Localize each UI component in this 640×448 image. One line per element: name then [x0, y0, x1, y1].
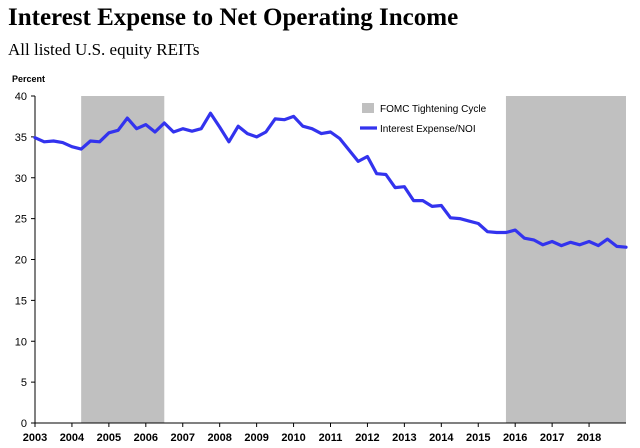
data-point: [135, 127, 138, 130]
data-point: [154, 131, 156, 133]
data-point: [523, 237, 526, 239]
fomc-band-1: [81, 96, 165, 423]
x-tick-label: 2018: [577, 432, 601, 444]
data-point: [375, 172, 378, 175]
data-point: [329, 131, 332, 133]
data-point: [209, 112, 212, 114]
data-point: [588, 240, 590, 243]
data-point: [560, 244, 563, 247]
data-point: [569, 241, 572, 244]
data-point: [514, 229, 516, 231]
data-point: [431, 205, 433, 208]
data-point: [61, 141, 64, 144]
x-tick-label: 2015: [466, 432, 490, 444]
data-point: [403, 185, 406, 188]
data-point: [412, 199, 415, 202]
data-point: [34, 136, 36, 139]
data-point: [52, 140, 55, 142]
y-tick-label: 20: [15, 255, 27, 267]
data-point: [172, 131, 175, 133]
data-point: [43, 141, 45, 143]
y-tick-label: 15: [15, 295, 27, 307]
y-tick-label: 5: [21, 377, 27, 389]
data-point: [477, 222, 480, 225]
chart-subtitle: All listed U.S. equity REITs: [8, 40, 200, 59]
data-point: [486, 230, 489, 233]
data-point: [108, 132, 110, 134]
data-point: [292, 115, 295, 118]
legend-label-fomc: FOMC Tightening Cycle: [380, 104, 487, 115]
data-point: [237, 125, 239, 127]
y-tick-label: 0: [21, 418, 27, 430]
x-tick-label: 2012: [355, 432, 379, 444]
x-tick-label: 2016: [503, 432, 527, 444]
data-point: [616, 245, 618, 248]
data-point: [71, 145, 73, 148]
y-tick-label: 10: [15, 336, 27, 348]
data-point: [495, 231, 498, 234]
data-point: [89, 140, 92, 142]
data-point: [422, 199, 424, 202]
data-point: [117, 129, 119, 132]
data-point: [191, 130, 193, 132]
data-point: [98, 141, 101, 143]
data-point: [255, 136, 258, 138]
data-point: [320, 132, 323, 135]
data-point: [302, 125, 304, 127]
data-point: [440, 204, 443, 207]
data-point: [338, 137, 341, 140]
fomc-band-2: [505, 96, 626, 423]
x-tick-label: 2014: [429, 432, 454, 444]
data-point: [200, 127, 202, 130]
chart-title: Interest Expense to Net Operating Income: [8, 4, 459, 31]
y-tick-label: 35: [15, 132, 27, 144]
x-tick-label: 2010: [281, 432, 305, 444]
y-tick-label: 25: [15, 214, 27, 226]
data-point: [246, 132, 249, 135]
x-tick-label: 2006: [134, 432, 158, 444]
data-point: [145, 123, 147, 126]
data-point: [532, 239, 535, 241]
data-point: [182, 127, 184, 130]
x-tick-label: 2013: [392, 432, 416, 444]
y-tick-label: 30: [15, 173, 27, 185]
data-point: [468, 220, 470, 222]
y-axis-label: Percent: [12, 74, 45, 84]
data-point: [366, 155, 369, 158]
data-point: [459, 217, 461, 220]
data-point: [265, 131, 267, 133]
data-point: [228, 141, 230, 143]
data-point: [597, 244, 600, 247]
data-point: [394, 186, 396, 189]
data-point: [542, 244, 544, 246]
data-point: [579, 244, 581, 246]
x-tick-label: 2007: [171, 432, 195, 444]
y-tick-label: 40: [15, 91, 27, 103]
data-point: [163, 122, 166, 124]
data-point: [606, 238, 609, 240]
data-point: [126, 117, 129, 119]
data-point: [80, 148, 82, 150]
x-tick-label: 2009: [244, 432, 268, 444]
legend-label-interest-expense: Interest Expense/NOI: [380, 124, 476, 135]
x-tick-label: 2011: [319, 432, 343, 444]
data-point: [385, 173, 387, 176]
data-point: [449, 217, 452, 219]
data-point: [311, 127, 313, 130]
x-tick-label: 2005: [97, 432, 121, 444]
data-point: [274, 118, 276, 120]
legend-swatch-fomc: [362, 103, 374, 113]
x-tick-label: 2004: [60, 432, 85, 444]
x-tick-label: 2008: [207, 432, 231, 444]
data-point: [348, 149, 350, 151]
x-tick-label: 2003: [23, 432, 47, 444]
data-point: [218, 126, 221, 128]
data-point: [283, 118, 286, 121]
data-point: [625, 246, 627, 248]
data-point: [551, 240, 553, 243]
data-point: [357, 160, 360, 163]
x-tick-label: 2017: [540, 432, 564, 444]
data-point: [505, 231, 507, 234]
